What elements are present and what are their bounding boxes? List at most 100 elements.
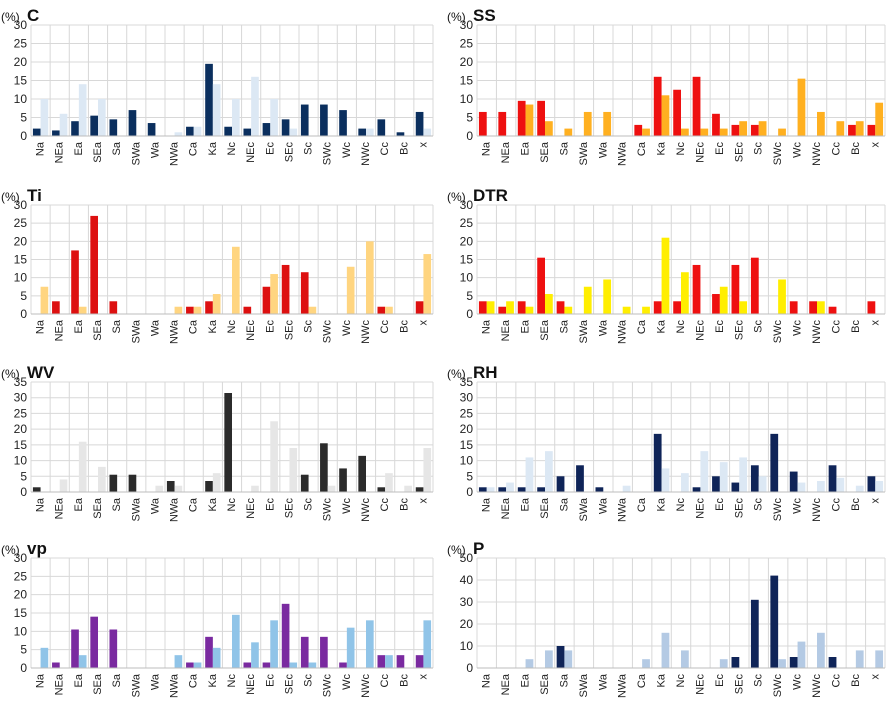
bar-light-Ec <box>270 99 278 136</box>
bar-dark-Sa <box>556 646 565 668</box>
bar-light-Sa <box>564 306 573 314</box>
x-tick-label: SWc <box>772 498 784 522</box>
bar-light-Na <box>486 301 495 314</box>
y-tick-label: 15 <box>460 438 474 452</box>
bar-dark-Wc <box>339 662 347 668</box>
bar-dark-Bc <box>396 132 405 136</box>
x-tick-label: SWa <box>130 673 142 697</box>
x-tick-label: NWc <box>360 674 372 698</box>
bar-dark-SEc <box>281 119 290 136</box>
ylabel-unit: (%) <box>1 10 20 24</box>
y-tick-label: 5 <box>20 469 27 483</box>
y-tick-label: 25 <box>460 37 474 51</box>
x-tick-label: SEa <box>92 141 104 163</box>
bar-light-NWc <box>817 301 825 314</box>
x-tick-label: Na <box>481 673 493 688</box>
bar-light-Wa <box>603 111 612 136</box>
x-tick-label: NEc <box>694 674 706 695</box>
bar-light-Ka <box>212 647 221 668</box>
y-tick-label: 30 <box>14 551 28 565</box>
x-tick-label: NEa <box>54 497 66 519</box>
bar-light-Wa <box>603 279 612 314</box>
bar-dark-Na <box>478 111 487 136</box>
x-tick-label: Wc <box>341 674 353 690</box>
y-tick-label: 25 <box>14 569 28 583</box>
x-tick-label: Ec <box>264 320 276 333</box>
bar-dark-Wc <box>789 301 798 314</box>
x-tick-label: SEa <box>92 319 104 341</box>
x-tick-label: Wc <box>792 498 804 514</box>
bar-light-Bc <box>855 485 864 492</box>
x-tick-label: SWc <box>322 674 334 698</box>
bar-dark-x <box>415 111 424 136</box>
bar-light-NWc <box>366 620 374 668</box>
x-tick-label: NWa <box>617 497 629 522</box>
y-tick-label: 10 <box>460 454 474 468</box>
x-tick-label: Wc <box>341 142 353 158</box>
x-tick-label: NWa <box>617 319 629 344</box>
x-tick-label: SEa <box>539 673 551 695</box>
x-tick-label: Na <box>35 141 47 156</box>
y-tick-label: 5 <box>20 111 27 125</box>
x-tick-label: SEc <box>283 320 295 341</box>
bar-light-NWc <box>366 241 374 314</box>
x-tick-label: NEa <box>500 673 512 695</box>
bar-dark-Ca <box>186 306 194 314</box>
x-tick-label: Ka <box>656 673 668 687</box>
x-tick-label: Ea <box>520 497 532 511</box>
y-tick-label: 10 <box>460 92 474 106</box>
x-tick-label: SWa <box>578 497 590 521</box>
y-tick-label: 30 <box>460 198 474 212</box>
x-tick-label: Ka <box>656 497 668 511</box>
bar-dark-SWc <box>770 575 779 668</box>
x-tick-label: SWa <box>130 497 142 521</box>
bar-light-Wc <box>797 641 806 668</box>
bar-light-Bc <box>855 121 864 136</box>
y-tick-label: 30 <box>460 18 474 32</box>
y-tick-label: 40 <box>460 573 474 587</box>
x-tick-label: NEc <box>694 498 706 519</box>
bar-dark-Bc <box>396 655 405 668</box>
x-tick-label: NWc <box>811 142 823 166</box>
bar-dark-x <box>415 301 424 314</box>
bar-dark-NWa <box>166 481 175 492</box>
bar-dark-Ca <box>186 126 194 136</box>
bar-light-Wc <box>346 627 355 668</box>
x-tick-label: Bc <box>398 498 410 511</box>
bar-dark-Ea <box>71 121 79 136</box>
x-tick-label: Wa <box>597 141 609 158</box>
x-tick-label: Nc <box>675 498 687 512</box>
x-tick-label: Ca <box>636 141 648 156</box>
bar-light-Cc <box>385 655 393 668</box>
x-tick-label: Bc <box>398 674 410 687</box>
bar-dark-Sc <box>750 257 759 314</box>
bar-light-Ec <box>270 421 278 492</box>
x-tick-label: Sa <box>111 497 123 511</box>
bar-dark-NEc <box>692 264 701 314</box>
x-tick-label: Bc <box>398 142 410 155</box>
bar-light-Bc <box>855 650 864 668</box>
x-tick-label: NWa <box>169 497 181 522</box>
x-tick-label: Wc <box>792 142 804 158</box>
bar-dark-Ka <box>205 481 213 492</box>
bar-dark-Sc <box>750 599 759 668</box>
bar-light-NWc <box>817 481 825 492</box>
x-tick-label: Ec <box>714 498 726 511</box>
x-tick-label: NWc <box>811 498 823 522</box>
bar-light-Ec <box>270 620 278 668</box>
bar-light-Ca <box>642 659 650 668</box>
x-tick-label: Sa <box>111 319 123 333</box>
x-tick-label: SWc <box>322 498 334 522</box>
bar-light-Nc <box>232 99 240 136</box>
y-tick-label: 0 <box>466 129 473 143</box>
chart-title: DTR <box>473 186 508 205</box>
bar-dark-Cc <box>828 306 837 314</box>
bar-dark-NEa <box>498 306 507 314</box>
bar-light-Nc <box>681 128 689 136</box>
chart-ti: (%) Ti 0 5 10 15 20 25 30 Na NEa Ea SEa Sa SWa Wa NWa Ca K… <box>1 186 434 344</box>
bar-light-Ea <box>78 306 87 314</box>
bar-light-Ka <box>661 237 670 314</box>
bar-light-Nc <box>681 272 689 314</box>
chart-p: (%) P 0 10 20 30 40 50 Na NEa Ea SEa Sa SWa Wa NWa Ca Ka N… <box>447 539 886 698</box>
bar-light-Ca <box>642 306 650 314</box>
